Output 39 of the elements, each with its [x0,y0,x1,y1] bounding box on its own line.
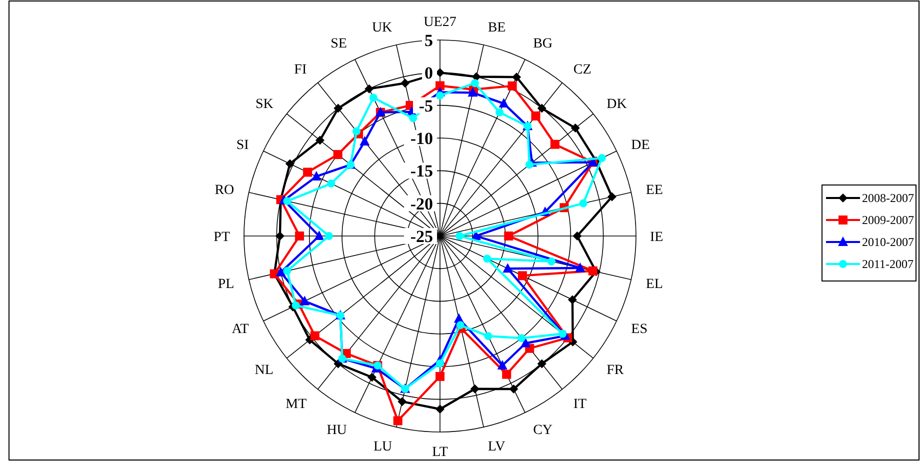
spoke-label: SK [255,97,274,112]
spoke-label: HU [326,423,347,438]
spoke-label: CY [533,423,553,438]
spoke-label: EL [646,276,663,292]
spoke-label: BE [488,20,506,36]
spoke-label: DK [606,97,627,112]
y-tick-label: -15 [410,162,433,181]
spoke-label: MT [286,397,308,412]
spoke-label: LU [374,439,392,454]
legend-label: 2010-2007 [862,235,914,250]
spoke-label: IT [573,397,588,412]
y-tick-label: 0 [424,64,433,83]
y-tick-label: -20 [410,194,433,214]
spoke-label: LT [432,444,448,460]
spoke-label: CZ [573,62,592,78]
spoke-label: PT [214,230,230,245]
spoke-label: FR [606,362,624,378]
y-tick-label: 5 [424,30,433,50]
spoke-label: FI [294,62,307,78]
spoke-label: UE27 [424,14,456,30]
spoke-label: ES [631,322,648,337]
spoke-label: BG [533,36,553,52]
spoke-label: UK [372,20,392,36]
spoke-label: RO [214,182,234,198]
y-tick-label: -10 [410,128,433,148]
spoke-label: NL [254,362,274,378]
spoke-label: IE [650,230,664,245]
legend-label: 2009-2007 [862,213,914,228]
spoke-label: SE [330,36,347,52]
y-tick-label: -25 [410,226,433,246]
spoke-label: LV [488,439,506,454]
y-tick-label: -5 [418,96,433,116]
legend-label: 2011-2007 [862,257,914,272]
spoke-label: PL [218,276,234,292]
spoke-label: EE [646,182,663,198]
spoke-label: DE [631,138,650,153]
spoke-label: AT [232,322,250,337]
spoke-label: SI [236,138,250,153]
legend-label: 2008-2007 [862,191,914,206]
